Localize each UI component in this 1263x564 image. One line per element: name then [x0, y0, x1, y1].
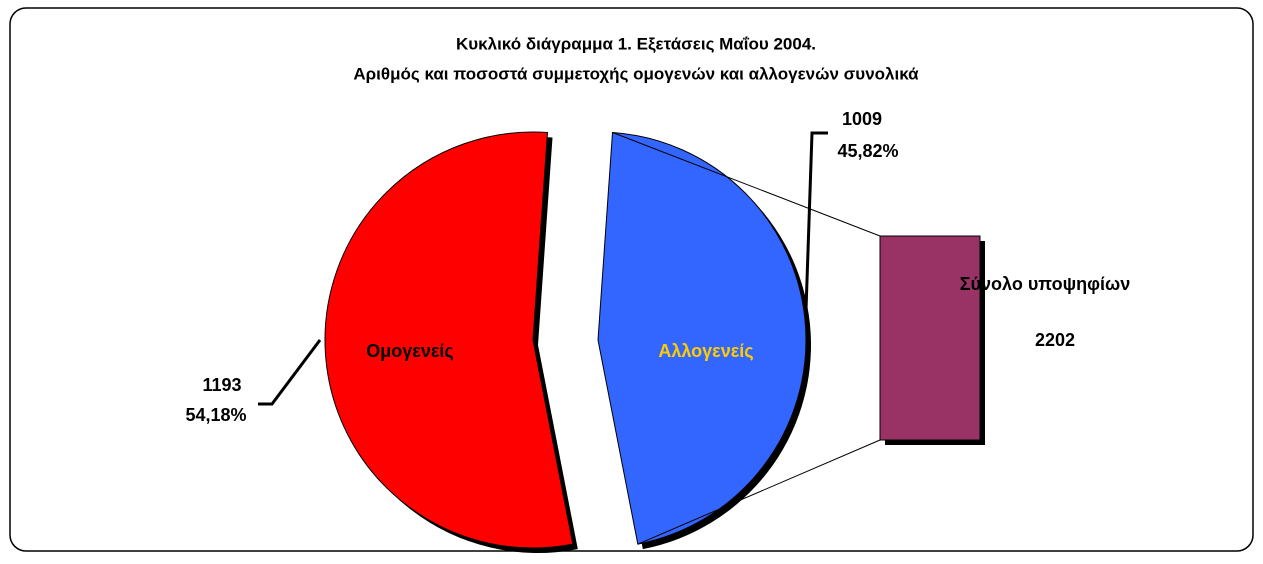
category-label: Ομογενείς [366, 341, 453, 361]
bar-label: Σύνολο υποψηφίων [960, 274, 1130, 294]
value-label: 1193 [202, 375, 241, 395]
leader-line [258, 339, 322, 406]
percent-label: 45,82% [837, 141, 898, 161]
percent-label: 54,18% [185, 405, 246, 425]
leader-line [804, 131, 828, 311]
connector-line [612, 132, 881, 237]
category-label: Αλλογενείς [658, 341, 753, 361]
total-bar [879, 235, 981, 441]
pie-slice [324, 131, 574, 549]
value-label: 1009 [842, 109, 882, 129]
connector-line [637, 439, 881, 545]
bar-value: 2202 [1035, 330, 1075, 350]
pie-slice [597, 131, 807, 545]
chart-title: Κυκλικό διάγραμμα 1. Εξετάσεις Μαΐου 200… [456, 34, 816, 53]
chart-subtitle: Αριθμός και ποσοστά συμμετοχής ομογενών … [353, 64, 919, 83]
